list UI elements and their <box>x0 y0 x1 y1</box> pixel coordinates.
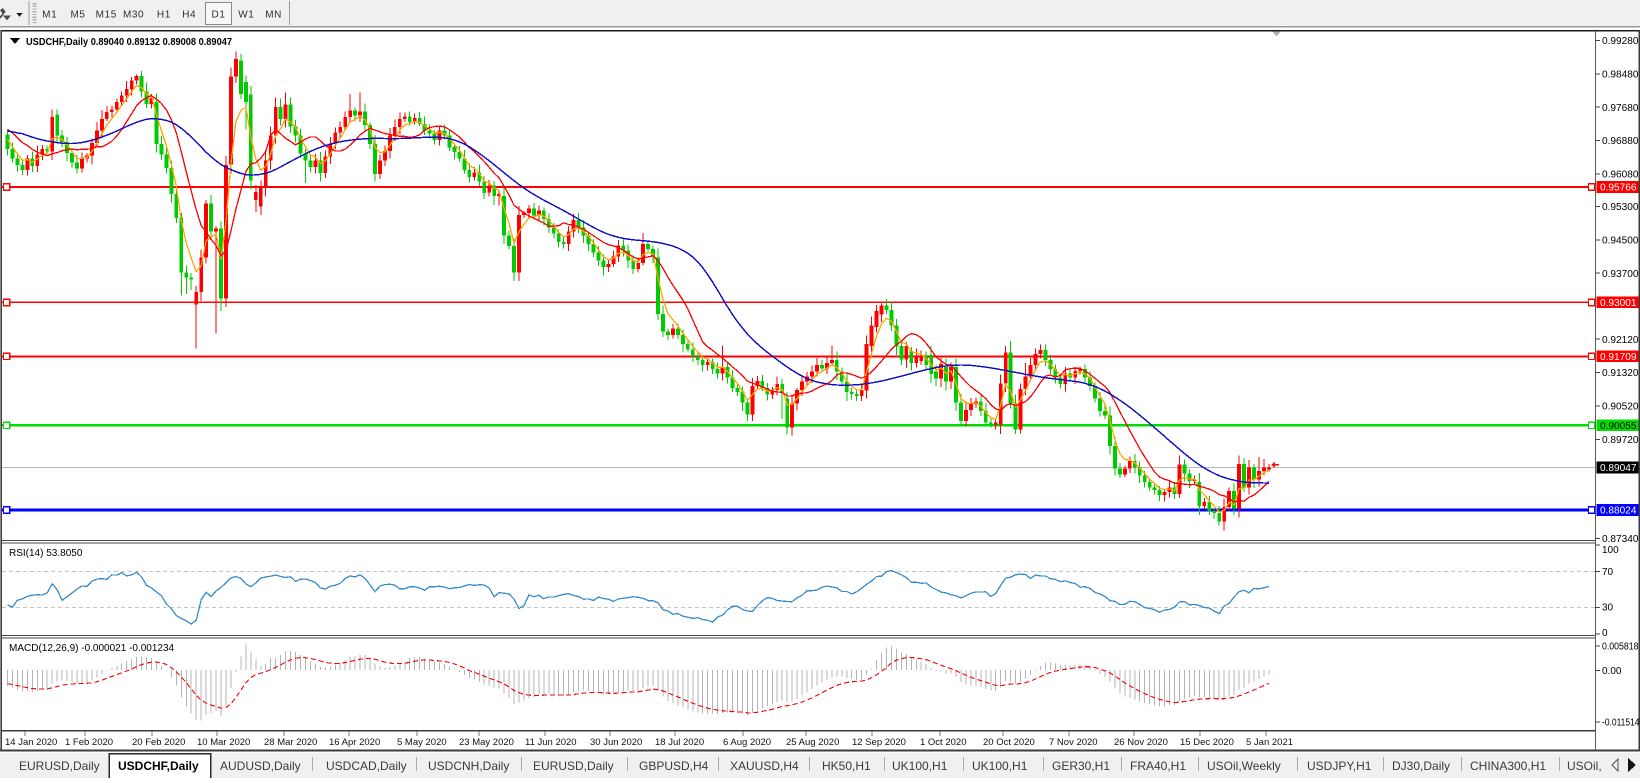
svg-text:D1: D1 <box>212 10 226 21</box>
svg-text:16 Apr 2020: 16 Apr 2020 <box>329 737 380 748</box>
svg-text:0.90520: 0.90520 <box>1602 402 1639 413</box>
svg-text:0.93700: 0.93700 <box>1602 269 1639 280</box>
svg-text:EURUSD,Daily: EURUSD,Daily <box>19 759 100 773</box>
svg-text:5 May 2020: 5 May 2020 <box>397 737 447 748</box>
svg-text:UK100,H1: UK100,H1 <box>892 759 948 773</box>
svg-text:28 Mar 2020: 28 Mar 2020 <box>264 737 317 748</box>
svg-text:USOil,: USOil, <box>1567 759 1602 773</box>
svg-text:AUDUSD,Daily: AUDUSD,Daily <box>220 759 301 773</box>
svg-text:0.90055: 0.90055 <box>1600 421 1637 432</box>
svg-text:100: 100 <box>1602 545 1619 556</box>
svg-text:0.92120: 0.92120 <box>1602 335 1639 346</box>
svg-text:0.97680: 0.97680 <box>1602 103 1639 114</box>
svg-text:GER30,H1: GER30,H1 <box>1052 759 1110 773</box>
svg-text:0.91320: 0.91320 <box>1602 368 1639 379</box>
svg-text:USDCNH,Daily: USDCNH,Daily <box>428 759 509 773</box>
svg-text:UK100,H1: UK100,H1 <box>972 759 1028 773</box>
svg-text:0.96880: 0.96880 <box>1602 136 1639 147</box>
svg-text:USDCHF,Daily: USDCHF,Daily <box>118 759 199 773</box>
svg-text:MACD(12,26,9) -0.000021 -0.001: MACD(12,26,9) -0.000021 -0.001234 <box>9 643 175 654</box>
svg-text:0.99280: 0.99280 <box>1602 36 1639 47</box>
svg-text:0: 0 <box>1602 628 1608 639</box>
svg-text:5 Jan 2021: 5 Jan 2021 <box>1246 737 1293 748</box>
svg-text:M15: M15 <box>96 10 117 21</box>
svg-text:23 May 2020: 23 May 2020 <box>459 737 514 748</box>
svg-text:25 Aug 2020: 25 Aug 2020 <box>786 737 839 748</box>
svg-text:10 Mar 2020: 10 Mar 2020 <box>197 737 250 748</box>
svg-text:0.89047: 0.89047 <box>1600 463 1637 474</box>
svg-text:30 Jun 2020: 30 Jun 2020 <box>590 737 642 748</box>
svg-text:14 Jan 2020: 14 Jan 2020 <box>5 737 57 748</box>
svg-text:HK50,H1: HK50,H1 <box>822 759 871 773</box>
svg-text:USDCHF,Daily 0.89040 0.89132: USDCHF,Daily 0.89040 0.89132 0.89008 0.8… <box>26 37 232 48</box>
svg-text:26 Nov 2020: 26 Nov 2020 <box>1114 737 1168 748</box>
svg-text:0.95300: 0.95300 <box>1602 202 1639 213</box>
svg-text:EURUSD,Daily: EURUSD,Daily <box>533 759 614 773</box>
svg-text:0.94500: 0.94500 <box>1602 236 1639 247</box>
svg-text:6 Aug 2020: 6 Aug 2020 <box>723 737 771 748</box>
svg-text:0.96080: 0.96080 <box>1602 170 1639 181</box>
svg-text:30: 30 <box>1602 603 1614 614</box>
svg-text:0.88024: 0.88024 <box>1600 506 1637 517</box>
svg-text:20 Feb 2020: 20 Feb 2020 <box>132 737 185 748</box>
svg-text:15 Dec 2020: 15 Dec 2020 <box>1180 737 1234 748</box>
svg-text:0.98480: 0.98480 <box>1602 69 1639 80</box>
svg-text:DJ30,Daily: DJ30,Daily <box>1392 759 1450 773</box>
svg-text:W1: W1 <box>238 10 254 21</box>
svg-text:0.87340: 0.87340 <box>1602 534 1639 545</box>
svg-text:0.005818: 0.005818 <box>1602 642 1639 653</box>
svg-text:0.95766: 0.95766 <box>1600 183 1637 194</box>
svg-text:MN: MN <box>265 10 282 21</box>
svg-text:12 Sep 2020: 12 Sep 2020 <box>852 737 906 748</box>
svg-text:H1: H1 <box>157 10 171 21</box>
svg-text:0.93001: 0.93001 <box>1600 298 1637 309</box>
svg-text:-0.011514: -0.011514 <box>1602 718 1640 729</box>
svg-text:1 Oct 2020: 1 Oct 2020 <box>920 737 966 748</box>
svg-text:XAUUSD,H4: XAUUSD,H4 <box>730 759 799 773</box>
svg-text:H4: H4 <box>182 10 196 21</box>
svg-text:USOil,Weekly: USOil,Weekly <box>1207 759 1281 773</box>
svg-text:0.00: 0.00 <box>1602 666 1622 677</box>
svg-text:20 Oct 2020: 20 Oct 2020 <box>983 737 1035 748</box>
svg-text:7 Nov 2020: 7 Nov 2020 <box>1049 737 1098 748</box>
svg-text:M1: M1 <box>42 10 57 21</box>
svg-text:USDJPY,H1: USDJPY,H1 <box>1307 759 1372 773</box>
svg-text:GBPUSD,H4: GBPUSD,H4 <box>639 759 709 773</box>
svg-text:RSI(14) 53.8050: RSI(14) 53.8050 <box>9 548 83 559</box>
svg-text:0.91709: 0.91709 <box>1600 352 1637 363</box>
svg-text:M30: M30 <box>123 10 144 21</box>
svg-text:11 Jun 2020: 11 Jun 2020 <box>525 737 577 748</box>
svg-text:1 Feb 2020: 1 Feb 2020 <box>65 737 113 748</box>
svg-text:M5: M5 <box>70 10 85 21</box>
svg-text:70: 70 <box>1602 567 1614 578</box>
svg-text:USDCAD,Daily: USDCAD,Daily <box>326 759 407 773</box>
svg-text:0.89720: 0.89720 <box>1602 435 1639 446</box>
svg-text:CHINA300,H1: CHINA300,H1 <box>1470 759 1546 773</box>
svg-text:18 Jul 2020: 18 Jul 2020 <box>655 737 704 748</box>
svg-text:FRA40,H1: FRA40,H1 <box>1130 759 1186 773</box>
